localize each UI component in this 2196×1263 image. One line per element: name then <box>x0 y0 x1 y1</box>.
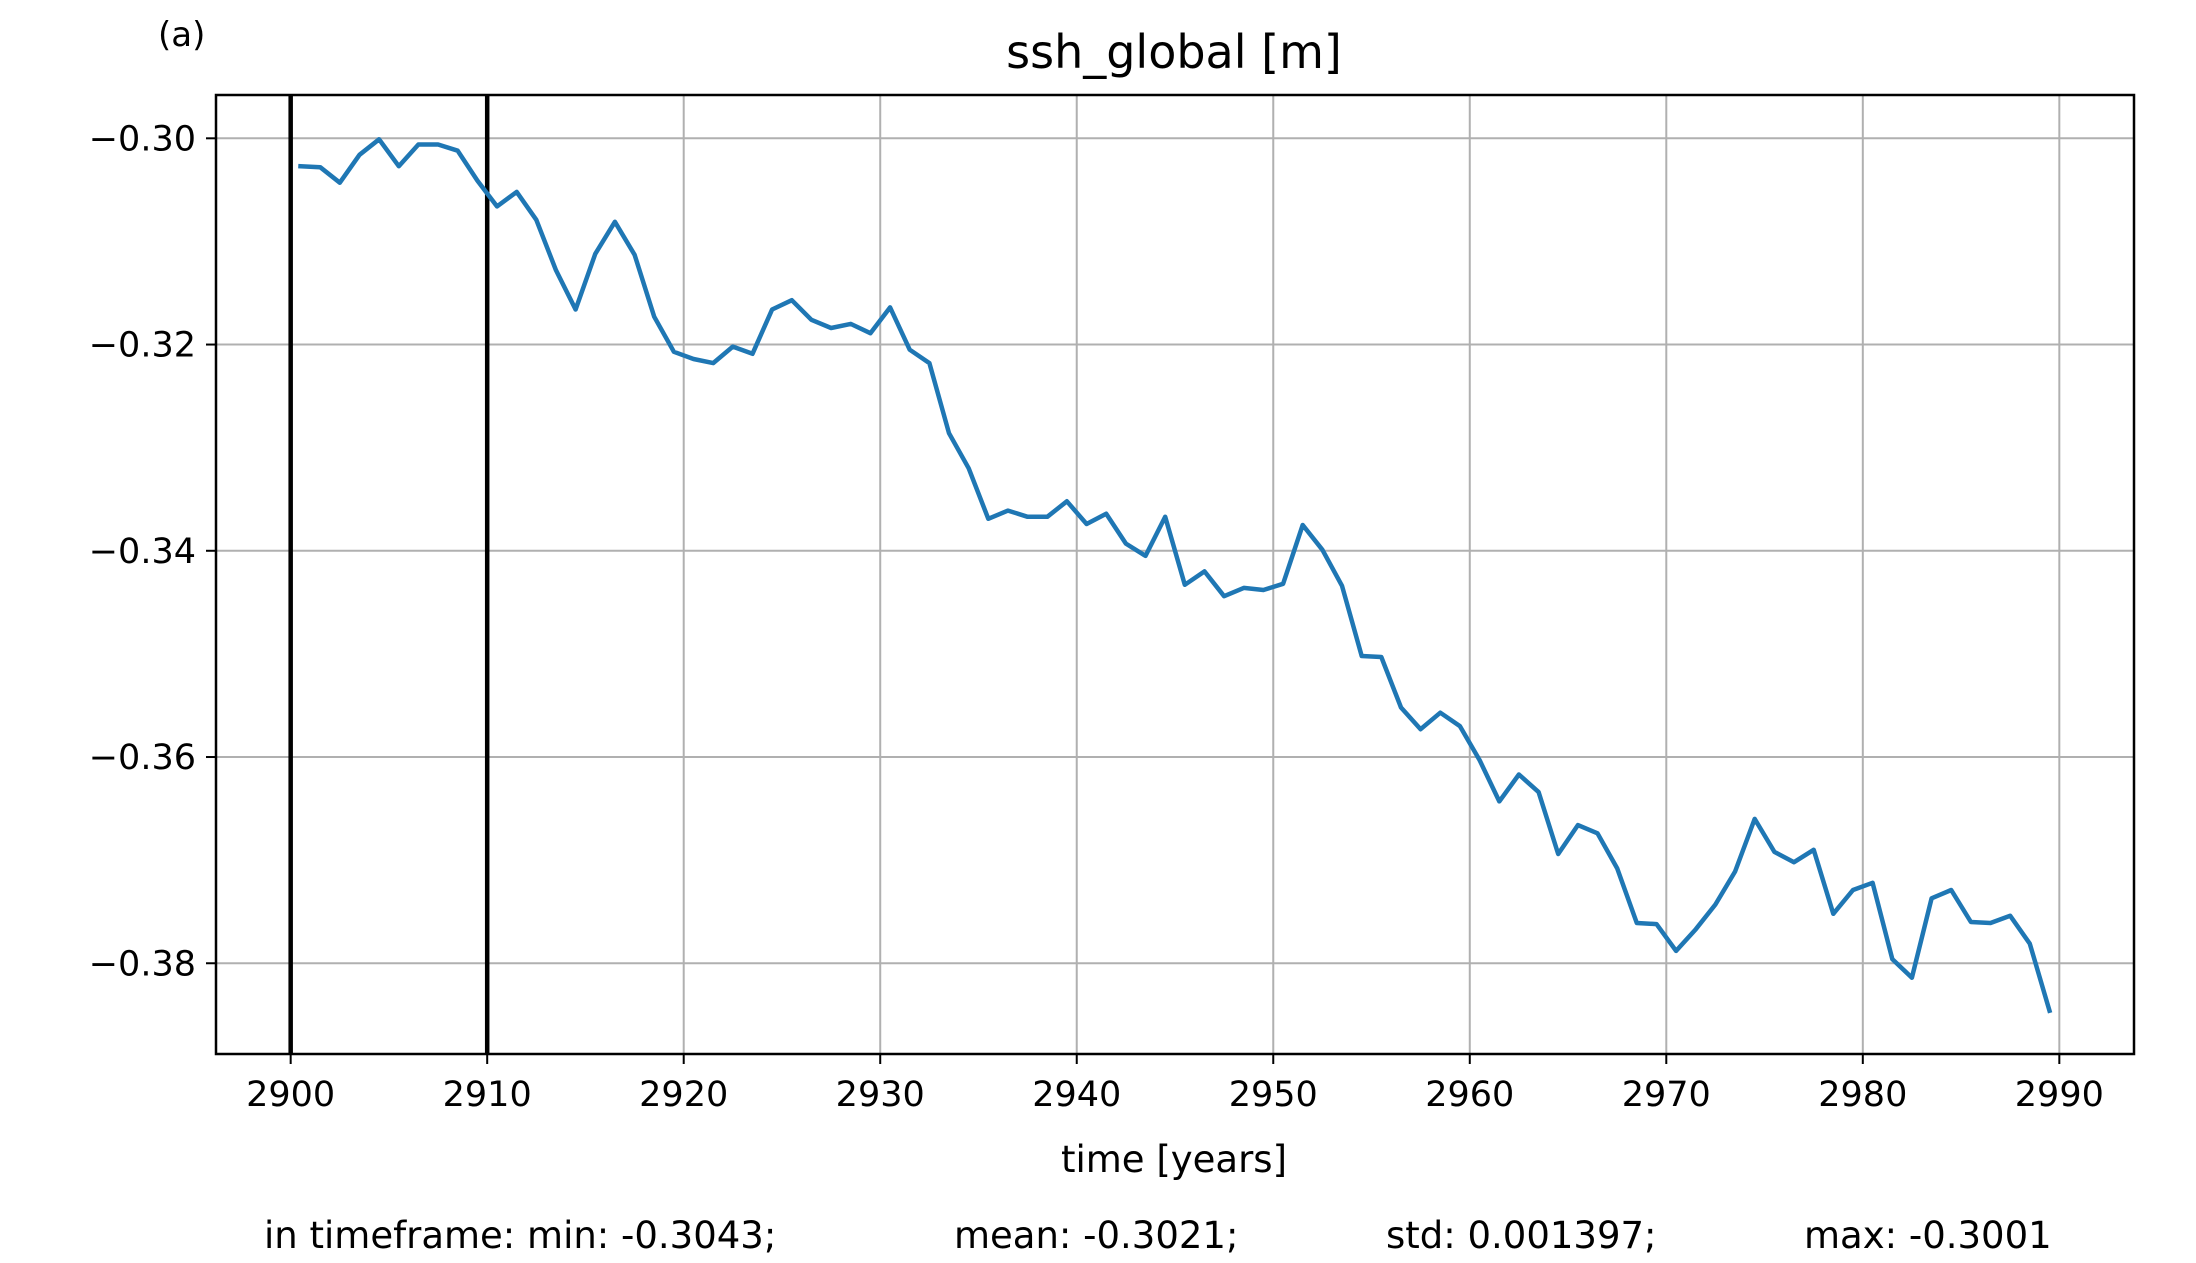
x-tick-label: 2920 <box>639 1075 728 1115</box>
y-tick-label: −0.36 <box>89 738 196 778</box>
reference-vertical-lines <box>288 95 490 1054</box>
x-tick-label: 2950 <box>1229 1075 1318 1115</box>
stats-min: in timeframe: min: -0.3043; <box>264 1214 776 1257</box>
x-tick-label: 2960 <box>1425 1075 1514 1115</box>
x-tick-label: 2930 <box>836 1075 925 1115</box>
x-tick-label: 2940 <box>1032 1075 1121 1115</box>
x-axis-ticks: 2900 2910 2920 2930 2940 2950 2960 2970 2980 2990 <box>246 1054 2104 1115</box>
x-tick-label: 2990 <box>2015 1075 2104 1115</box>
series-layer <box>298 137 2053 1014</box>
stats-std: std: 0.001397; <box>1386 1214 1657 1257</box>
y-axis-ticks: −0.30 −0.32 −0.34 −0.36 −0.38 <box>89 119 216 984</box>
x-tick-label: 2970 <box>1622 1075 1711 1115</box>
y-tick-label: −0.38 <box>89 944 196 984</box>
x-axis-label: time [years] <box>1061 1138 1287 1181</box>
x-tick-label: 2900 <box>246 1075 335 1115</box>
stats-mean: mean: -0.3021; <box>954 1214 1238 1257</box>
y-tick-label: −0.34 <box>89 532 196 572</box>
chart-title: ssh_global [m] <box>1006 25 1342 79</box>
x-tick-label: 2910 <box>443 1075 532 1115</box>
stats-max: max: -0.3001 <box>1804 1214 2052 1257</box>
y-tick-label: −0.30 <box>89 119 196 159</box>
y-tick-label: −0.32 <box>89 326 196 366</box>
x-tick-label: 2980 <box>1818 1075 1907 1115</box>
plot-frame <box>214 93 2136 1056</box>
series-line <box>298 137 2053 1014</box>
gridlines <box>216 95 2134 1054</box>
panel-label: (a) <box>158 15 205 55</box>
